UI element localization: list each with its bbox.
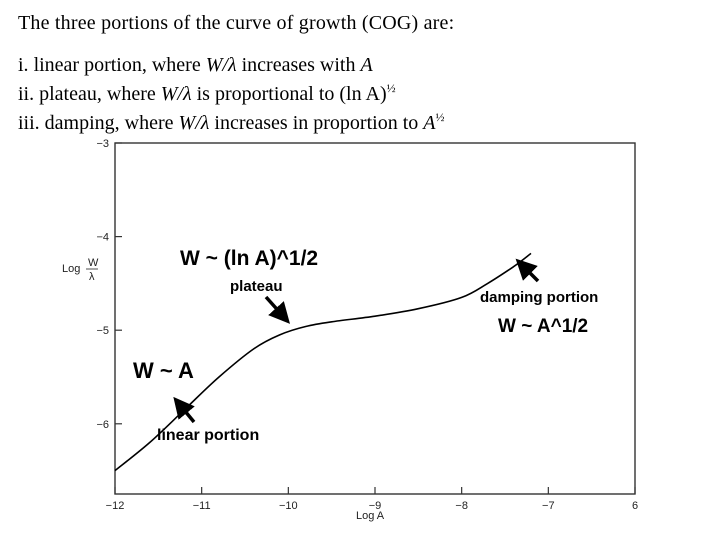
item-number: i.	[18, 54, 29, 76]
item-text: linear portion, where	[33, 54, 206, 76]
x-tick-label: −8	[455, 500, 468, 512]
x-ticks: −12 −11 −10 −9 −8 −7 6	[106, 487, 638, 512]
x-tick-label: −9	[369, 500, 382, 512]
x-axis-label: Log A	[356, 510, 385, 522]
y-axis-prefix: Log	[62, 263, 80, 275]
plateau-formula: W ~ (ln A)^1/2	[180, 247, 318, 270]
x-tick-label: −12	[106, 500, 125, 512]
item-text: damping, where	[44, 112, 179, 134]
damping-arrow	[515, 258, 540, 283]
linear-arrow	[173, 396, 196, 424]
y-tick-label: −4	[96, 232, 109, 244]
item-exponent: ½	[386, 81, 396, 95]
y-ticks: −3 −4 −5 −6	[96, 138, 122, 431]
portion-list: i. linear portion, where W/λ increases w…	[18, 54, 444, 135]
damping-label: damping portion	[480, 289, 598, 306]
item-number: iii.	[18, 112, 40, 134]
y-tick-label: −5	[96, 325, 109, 337]
y-tick-label: −3	[96, 138, 109, 150]
x-tick-label: −11	[193, 500, 211, 512]
item-quantity: W/λ	[160, 83, 192, 105]
damping-formula: W ~ A^1/2	[498, 316, 588, 337]
item-variable: A	[423, 112, 436, 134]
item-text: increases in proportion to	[209, 112, 424, 134]
item-variable: A	[360, 54, 373, 76]
portion-item-plateau: ii. plateau, where W/λ is proportional t…	[18, 77, 444, 106]
y-axis-numerator: W	[88, 257, 99, 269]
portion-item-damping: iii. damping, where W/λ increases in pro…	[18, 106, 444, 135]
portion-item-linear: i. linear portion, where W/λ increases w…	[18, 54, 444, 77]
y-tick-label: −6	[96, 419, 109, 431]
plateau-label: plateau	[230, 278, 283, 295]
y-axis-label: Log W λ	[62, 257, 99, 283]
slide-heading: The three portions of the curve of growt…	[18, 12, 455, 34]
linear-formula: W ~ A	[133, 358, 194, 383]
item-text: increases with	[236, 54, 361, 76]
plateau-arrow	[264, 295, 291, 324]
item-exponent: ½	[435, 110, 445, 124]
item-text: plateau, where	[39, 83, 161, 105]
linear-label: linear portion	[157, 427, 259, 444]
x-tick-label: −7	[542, 500, 555, 512]
item-text: is proportional to (ln A)	[191, 83, 387, 105]
x-tick-label: 6	[632, 500, 638, 512]
item-quantity: W/λ	[205, 54, 237, 76]
y-axis-denominator: λ	[89, 271, 95, 283]
x-tick-label: −10	[279, 500, 298, 512]
item-number: ii.	[18, 83, 35, 105]
item-quantity: W/λ	[178, 112, 210, 134]
